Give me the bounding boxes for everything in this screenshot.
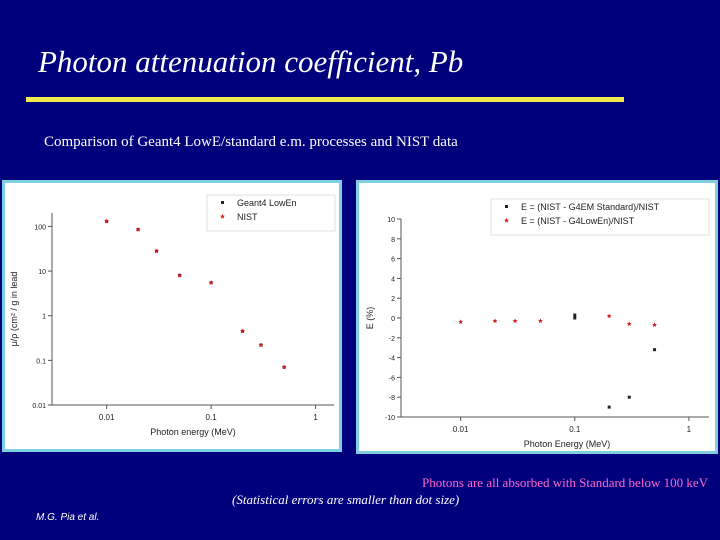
author-credit: M.G. Pia et al. <box>36 512 100 523</box>
data-point-b <box>512 318 518 324</box>
data-point-a <box>653 348 657 352</box>
data-point-b <box>626 321 632 326</box>
data-point-a <box>573 316 577 320</box>
x-axis-title: Photon energy (MeV) <box>150 427 236 437</box>
y-axis-title: E (%) <box>365 307 375 330</box>
y-tick-label: 0.01 <box>32 403 46 410</box>
y-tick-label: 1 <box>42 314 46 321</box>
title-underline <box>26 97 624 102</box>
legend-marker <box>221 201 224 204</box>
data-point-a <box>627 395 631 399</box>
legend-marker <box>504 217 509 223</box>
x-tick-label: 0.01 <box>453 425 469 434</box>
data-point-b <box>208 280 214 285</box>
errors-note: (Statistical errors are smaller than dot… <box>232 492 460 507</box>
data-point-b <box>104 218 110 224</box>
data-point-a <box>573 313 577 317</box>
data-point-b <box>258 342 264 348</box>
y-tick-label: -10 <box>385 415 395 422</box>
absorption-note: Photons are all absorbed with Standard b… <box>422 475 708 490</box>
x-tick-label: 0.1 <box>569 425 581 434</box>
x-tick-label: 0.1 <box>206 413 218 422</box>
y-tick-label: -8 <box>389 395 395 402</box>
data-point-b <box>240 328 245 334</box>
y-tick-label: -6 <box>389 375 395 382</box>
data-point-b <box>606 313 612 319</box>
legend-box <box>490 198 710 236</box>
data-point-b <box>154 248 159 254</box>
y-axis-title: μ/ρ (cm² / g in lead <box>9 272 19 347</box>
difference-chart: 0.01 0.1 1 10 8 6 4 2 0 -2 -4 -6 -8 -10 Photon Energy … <box>365 198 710 449</box>
x-tick-label: 0.01 <box>99 413 115 422</box>
y-tick-label: 8 <box>391 237 395 244</box>
x-tick-label: 1 <box>313 413 318 422</box>
y-tick-label: -4 <box>389 356 395 363</box>
legend-marker <box>505 205 508 208</box>
legend-label: E = (NIST - G4EM Standard)/NIST <box>521 202 660 212</box>
data-point-a <box>607 405 611 409</box>
legend-label: Geant4 LowEn <box>237 198 297 208</box>
data-point-b <box>281 364 287 370</box>
y-tick-label: 100 <box>34 224 46 231</box>
difference-chart-panel: 0.01 0.1 1 10 8 6 4 2 0 -2 -4 -6 -8 -10 Photon Energy … <box>356 180 718 454</box>
data-point-b <box>458 319 464 325</box>
x-tick-label: 1 <box>687 425 692 434</box>
slide-subtitle: Comparison of Geant4 LowE/standard e.m. … <box>44 134 458 150</box>
data-point-b <box>652 322 657 327</box>
y-tick-label: 6 <box>391 257 395 264</box>
data-point-b <box>135 227 141 232</box>
legend-label: NIST <box>237 212 258 222</box>
y-tick-label: 2 <box>391 296 395 303</box>
legend-box <box>206 194 336 232</box>
y-tick-label: 10 <box>38 269 46 276</box>
attenuation-chart: 0.01 0.1 1 100 10 1 0.1 0.01 Photon energy (MeV)… <box>9 194 336 437</box>
y-tick-label: -2 <box>389 336 395 343</box>
data-point-b <box>492 318 498 324</box>
slide-title: Photon attenuation coefficient, Pb <box>38 44 464 79</box>
x-axis-title: Photon Energy (MeV) <box>524 439 611 449</box>
attenuation-chart-panel: 0.01 0.1 1 100 10 1 0.1 0.01 Photon energy (MeV)… <box>2 180 342 452</box>
data-point-b <box>538 318 543 324</box>
legend-label: E = (NIST - G4LowEn)/NIST <box>521 216 635 226</box>
y-tick-label: 0 <box>391 316 395 323</box>
y-tick-label: 4 <box>391 276 395 283</box>
data-point-b <box>177 272 183 278</box>
y-tick-label: 10 <box>387 217 395 224</box>
y-tick-label: 0.1 <box>36 358 46 365</box>
legend-marker <box>220 213 225 219</box>
